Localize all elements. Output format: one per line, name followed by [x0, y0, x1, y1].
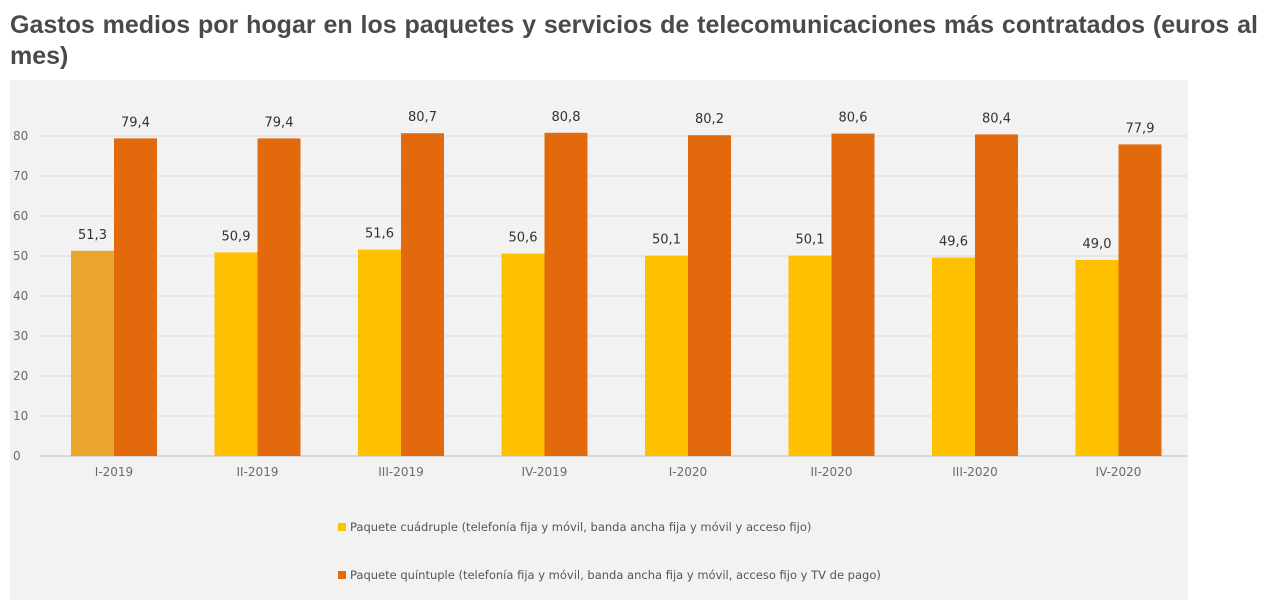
- chart-title: Gastos medios por hogar en los paquetes …: [10, 11, 1258, 70]
- data-label-series-1: 50,9: [222, 229, 251, 244]
- data-label-series-2: 80,2: [695, 112, 724, 127]
- data-label-series-2: 77,9: [1126, 121, 1155, 136]
- bar-series-1: [1075, 260, 1119, 456]
- legend-label-series-2: Paquete quíntuple (telefonía fija y móvi…: [350, 568, 881, 582]
- data-label-series-2: 80,8: [552, 110, 581, 125]
- y-tick-label: 10: [13, 409, 28, 423]
- bar-series-2: [257, 138, 301, 456]
- legend-item-series-1: Paquete cuádruple (telefonía fija y móvi…: [338, 520, 811, 534]
- bar-series-1: [71, 250, 114, 456]
- bar-series-1: [932, 257, 975, 456]
- legend-item-series-2: Paquete quíntuple (telefonía fija y móvi…: [338, 568, 881, 582]
- y-tick-label: 30: [13, 329, 28, 343]
- y-tick-label: 20: [13, 369, 28, 383]
- bar-series-2: [975, 134, 1018, 456]
- x-tick-label: I-2019: [95, 465, 133, 479]
- legend-swatch-series-2: [338, 571, 346, 579]
- bar-series-2: [114, 138, 157, 456]
- bar-series-1: [358, 249, 401, 456]
- data-label-series-1: 49,0: [1083, 237, 1112, 252]
- x-tick-label: III-2019: [378, 465, 424, 479]
- bar-series-1: [501, 253, 545, 456]
- bar-series-2: [544, 132, 588, 457]
- x-tick-label: II-2020: [811, 465, 853, 479]
- y-tick-label: 0: [13, 449, 21, 463]
- data-label-series-1: 51,3: [78, 228, 107, 243]
- y-tick-label: 40: [13, 289, 28, 303]
- x-tick-label: I-2020: [669, 465, 707, 479]
- x-tick-label: IV-2020: [1096, 465, 1142, 479]
- data-label-series-1: 49,6: [939, 235, 968, 250]
- y-tick-label: 50: [13, 249, 28, 263]
- bar-series-2: [688, 135, 731, 456]
- bar-series-2: [401, 133, 444, 456]
- x-tick-label: III-2020: [952, 465, 998, 479]
- data-label-series-1: 50,1: [652, 233, 681, 248]
- chart-panel: 0 10 20 30 40 50 60 70 80 51,3 79,4 I-2019 50,9 79,4 I…: [10, 80, 1188, 600]
- legend-swatch-series-1: [338, 523, 346, 531]
- data-label-series-2: 80,7: [408, 110, 437, 125]
- data-label-series-1: 50,6: [509, 231, 538, 246]
- x-tick-label: IV-2019: [522, 465, 568, 479]
- data-label-series-2: 80,6: [839, 111, 868, 126]
- bar-series-2: [1118, 144, 1162, 456]
- legend-label-series-1: Paquete cuádruple (telefonía fija y móvi…: [350, 520, 812, 534]
- bar-series-2: [831, 133, 875, 456]
- bar-series-1: [788, 255, 832, 456]
- data-label-series-1: 51,6: [365, 227, 394, 242]
- bar-series-1: [214, 252, 258, 456]
- y-tick-label: 80: [13, 129, 28, 143]
- data-label-series-2: 79,4: [265, 115, 294, 130]
- bar-series-1: [645, 255, 688, 456]
- y-tick-label: 70: [13, 169, 28, 183]
- data-label-series-2: 79,4: [121, 115, 150, 130]
- x-tick-label: II-2019: [237, 465, 279, 479]
- data-label-series-2: 80,4: [982, 111, 1011, 126]
- data-label-series-1: 50,1: [796, 233, 825, 248]
- y-tick-label: 60: [13, 209, 28, 223]
- bar-chart: 0 10 20 30 40 50 60 70 80 51,3 79,4 I-2019 50,9 79,4 I…: [13, 110, 1188, 479]
